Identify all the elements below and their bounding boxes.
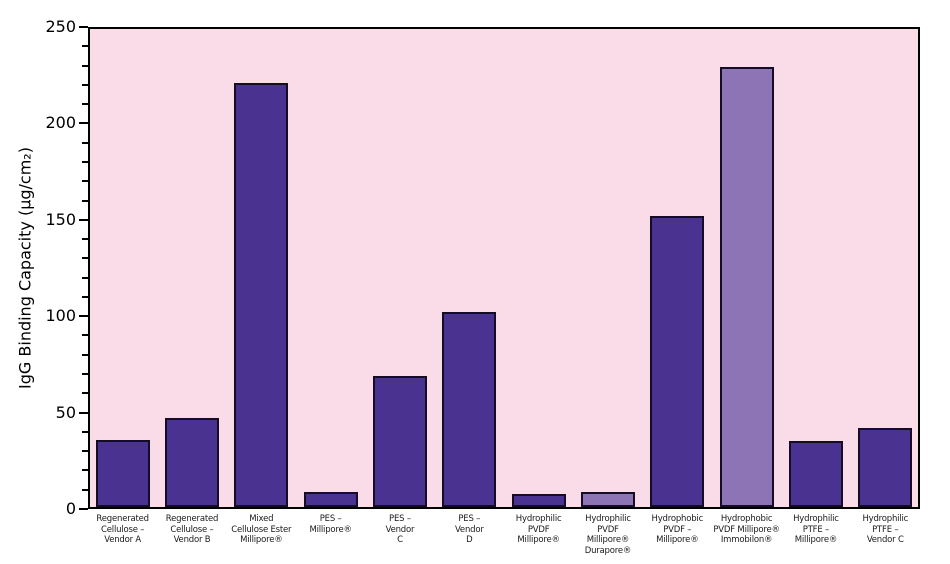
x-category-label-5: PES – Vendor C — [385, 514, 415, 545]
y-axis-title: IgG Binding Capacity (µg/cm₂) — [15, 147, 35, 389]
x-category-label-10: Hydrophobic PVDF Millipore® Immobilon® — [713, 514, 780, 545]
y-tick-label: 0 — [65, 499, 76, 518]
x-category-label-7: Hydrophilic PVDF Millipore® — [515, 514, 562, 545]
y-minor-tick — [82, 392, 88, 395]
bar-2 — [165, 418, 219, 507]
y-major-tick — [79, 411, 88, 414]
plot-area — [88, 27, 920, 509]
y-minor-tick — [82, 257, 88, 260]
y-minor-tick — [82, 488, 88, 491]
x-category-label-2: Regenerated Cellulose – Vendor B — [165, 514, 219, 545]
bar-9 — [650, 215, 705, 507]
y-minor-tick — [82, 103, 88, 106]
y-major-tick — [79, 122, 88, 125]
x-category-label-9: Hydrophobic PVDF – Millipore® — [651, 514, 704, 545]
x-axis-labels: Regenerated Cellulose – Vendor A Regenera… — [88, 514, 920, 556]
y-tick-label: 50 — [55, 402, 76, 422]
x-category-label-8: Hydrophilic PVDF Millipore® Durapore® — [584, 514, 632, 556]
y-minor-tick — [82, 199, 88, 202]
y-minor-tick — [82, 180, 88, 183]
y-minor-tick — [82, 295, 88, 298]
bar-7 — [511, 493, 566, 507]
y-minor-tick — [82, 430, 88, 433]
y-tick-label: 100 — [45, 306, 76, 326]
x-category-label-6: PES – Vendor D — [454, 514, 484, 545]
y-major-tick — [79, 508, 88, 510]
y-major-tick — [79, 218, 88, 221]
bar-12 — [858, 427, 913, 507]
bar-5 — [373, 375, 427, 507]
y-minor-tick — [82, 160, 88, 163]
bar-3 — [234, 82, 289, 507]
y-minor-tick — [82, 469, 88, 472]
y-minor-tick — [82, 276, 88, 279]
y-tick-label: 150 — [45, 209, 76, 229]
y-major-tick — [79, 26, 88, 28]
y-minor-tick — [82, 238, 88, 241]
bar-4 — [303, 491, 358, 507]
y-major-tick — [79, 315, 88, 318]
y-minor-tick — [82, 450, 88, 453]
y-minor-tick — [82, 334, 88, 337]
x-category-label-3: Mixed Cellulose Ester Millipore® — [231, 514, 292, 545]
bar-1 — [95, 439, 150, 507]
bar-6 — [442, 312, 497, 507]
y-minor-tick — [82, 141, 88, 144]
y-minor-tick — [82, 353, 88, 356]
y-tick-label: 250 — [45, 17, 76, 36]
bar-10 — [719, 67, 774, 507]
bar-8 — [581, 491, 635, 507]
x-category-label-4: PES – Millipore® — [309, 514, 352, 535]
x-category-label-12: Hydrophilic PTFE – Vendor C — [862, 514, 909, 545]
y-minor-tick — [82, 45, 88, 48]
x-category-label-1: Regenerated Cellulose – Vendor A — [96, 514, 149, 545]
x-category-label-11: Hydrophilic PTFE – Millipore® — [793, 514, 839, 545]
y-minor-tick — [82, 83, 88, 86]
y-minor-tick — [82, 373, 88, 376]
y-minor-tick — [82, 64, 88, 67]
y-tick-label: 200 — [45, 113, 76, 133]
bar-11 — [789, 441, 843, 507]
